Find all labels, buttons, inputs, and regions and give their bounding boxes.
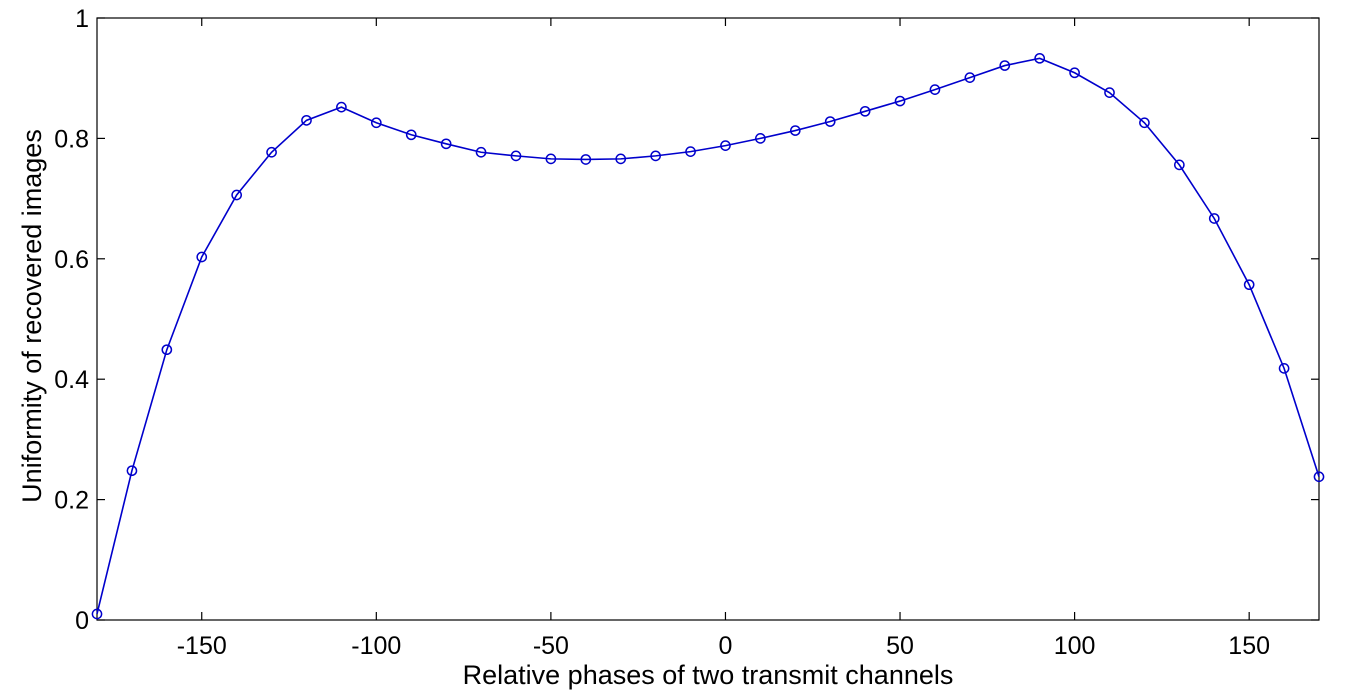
data-point — [1104, 87, 1115, 98]
series-layer — [91, 52, 1325, 620]
data-point — [91, 608, 103, 620]
data-point — [755, 133, 766, 144]
x-tick-label: 100 — [1054, 632, 1096, 660]
data-point — [231, 189, 243, 201]
data-point — [440, 138, 452, 150]
y-tick-label: 1 — [75, 5, 89, 33]
data-point — [475, 146, 487, 158]
data-point — [161, 344, 173, 356]
data-point — [1313, 471, 1325, 483]
data-point — [126, 465, 138, 477]
x-tick-label: -150 — [177, 632, 227, 660]
data-point — [929, 84, 941, 95]
y-tick-label: 0.6 — [54, 246, 89, 274]
y-axis-ticks: 0 0.2 0.4 0.6 0.8 1 — [54, 5, 1319, 635]
data-point — [510, 150, 522, 162]
data-point — [859, 105, 871, 117]
x-tick-label: 150 — [1228, 632, 1270, 660]
x-axis-label: Relative phases of two transmit channels — [463, 660, 954, 690]
x-tick-label: -50 — [533, 632, 569, 660]
y-axis-label: Uniformity of recovered images — [17, 129, 47, 503]
data-point — [1173, 159, 1185, 171]
data-point — [1278, 363, 1290, 374]
x-tick-label: 50 — [886, 632, 914, 660]
x-axis-ticks: -150 -100 -50 0 50 100 150 — [177, 18, 1270, 660]
data-point — [720, 140, 731, 151]
data-point — [545, 153, 557, 165]
data-point — [999, 60, 1011, 71]
data-point — [1208, 213, 1220, 224]
data-point — [405, 129, 417, 141]
data-point — [964, 72, 976, 83]
data-point — [301, 114, 312, 126]
data-point — [266, 146, 277, 158]
data-point — [1139, 117, 1150, 129]
data-point — [789, 125, 801, 136]
plot-area — [96, 17, 1320, 621]
y-tick-label: 0.2 — [54, 487, 89, 515]
data-point — [1243, 279, 1255, 291]
y-tick-label: 0 — [75, 607, 89, 635]
x-tick-label: -100 — [351, 632, 401, 660]
data-point — [1069, 67, 1080, 79]
data-point — [650, 150, 661, 162]
data-point — [370, 117, 382, 129]
x-tick-label: 0 — [719, 632, 733, 660]
data-point — [685, 146, 696, 157]
data-point — [196, 251, 208, 263]
data-point — [336, 101, 347, 113]
data-point — [1034, 52, 1046, 64]
y-tick-label: 0.4 — [54, 366, 89, 394]
data-point — [615, 153, 627, 165]
data-point — [894, 95, 906, 107]
series-line — [96, 57, 1320, 615]
data-point — [580, 154, 592, 165]
y-tick-label: 0.8 — [54, 125, 89, 153]
data-point — [824, 116, 836, 127]
